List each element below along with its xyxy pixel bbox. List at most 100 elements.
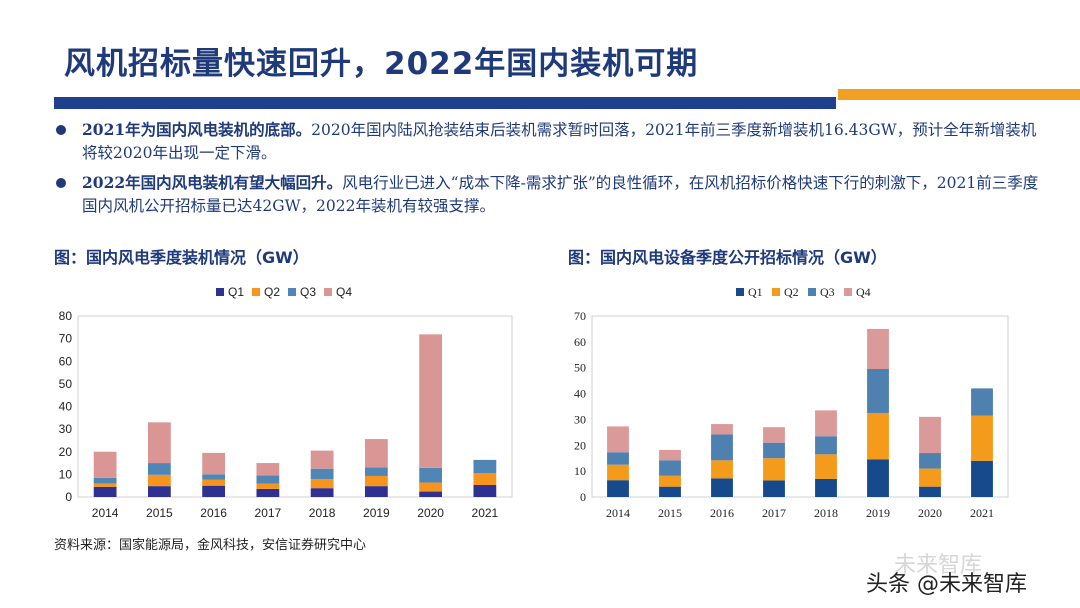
bar-q1-2015	[147, 486, 171, 497]
bar-q1-2017	[763, 480, 785, 497]
y-tick-label: 70	[59, 332, 73, 346]
bar-q4-2020	[919, 416, 941, 454]
bar-q1-2018	[310, 488, 334, 497]
y-tick-label: 60	[59, 354, 73, 368]
legend-swatch-q2	[252, 288, 260, 296]
bar-q3-2017	[256, 475, 280, 484]
x-tick-label: 2016	[710, 506, 734, 520]
bullet-list: 2021年为国内风电装机的底部。2020年国内陆风抢装结束后装机需求暂时回落，2…	[54, 118, 1044, 224]
chart-installations-svg: 0 10 20 30 40 50 60 70 80 2014 2015 2016 2017 2018 201…	[59, 285, 513, 520]
bar-q3-2020	[419, 467, 443, 483]
source-note: 资料来源：国家能源局，金风科技，安信证券研究中心	[54, 538, 367, 553]
x-tick-label: 2018	[309, 506, 336, 520]
bar-q2-2015	[659, 475, 681, 487]
legend-label-q2: Q2	[264, 285, 280, 299]
bar-q4-2017	[763, 427, 785, 443]
y-tick-label: 40	[59, 400, 73, 414]
y-tick-label: 70	[574, 309, 586, 323]
legend-swatch-q3	[808, 288, 816, 296]
bullet-item: 2022年国内风电装机有望大幅回升。风电行业已进入“成本下降-需求扩张”的良性循…	[54, 171, 1044, 218]
y-tick-label: 60	[574, 335, 586, 349]
chart-title-installations: 图：国内风电季度装机情况（GW）	[54, 248, 309, 267]
y-tick-label: 10	[59, 467, 73, 481]
bar-q3-2016	[711, 434, 733, 461]
bar-q1-2017	[256, 488, 280, 497]
bullet-heading: 2022年国内风电装机有望大幅回升。	[82, 173, 343, 192]
bar-q3-2021	[473, 459, 497, 474]
bar-q1-2016	[711, 478, 733, 497]
bar-q2-2014	[93, 483, 117, 487]
x-tick-label: 2014	[606, 506, 630, 520]
x-tick-label: 2017	[255, 506, 282, 520]
x-tick-label: 2020	[918, 506, 942, 520]
x-tick-label: 2019	[866, 506, 890, 520]
page-title: 风机招标量快速回升，2022年国内装机可期	[64, 46, 699, 82]
x-tick-label: 2018	[814, 506, 838, 520]
legend-label-q3: Q3	[300, 285, 316, 299]
bar-q4-2014	[93, 451, 117, 478]
plot-area	[77, 315, 513, 498]
bar-q3-2014	[93, 477, 117, 484]
bar-q2-2014	[607, 464, 629, 481]
bar-q3-2018	[310, 468, 334, 480]
bullet-heading: 2021年为国内风电装机的底部。	[82, 120, 312, 139]
y-tick-label: 50	[574, 361, 586, 375]
bar-q4-2019	[867, 328, 889, 370]
y-tick-label: 20	[574, 438, 586, 452]
y-tick-label: 80	[59, 309, 73, 323]
bar-q1-2018	[815, 478, 837, 497]
bar-q2-2021	[971, 415, 993, 461]
legend-swatch-q4	[844, 288, 852, 296]
bar-q2-2020	[419, 482, 443, 492]
x-tick-label: 2021	[472, 506, 499, 520]
plot-area	[591, 315, 1009, 498]
title-underline-orange	[838, 89, 1080, 100]
bar-q3-2021	[971, 388, 993, 416]
y-tick-label: 20	[59, 445, 73, 459]
bar-q4-2016	[711, 424, 733, 435]
y-tick-label: 40	[574, 387, 586, 401]
title-underline-blue	[54, 97, 836, 109]
watermark-credit: 头条 @未来智库	[866, 572, 1027, 597]
bar-q1-2019	[364, 486, 388, 497]
legend-label-q2: Q2	[784, 285, 799, 299]
bar-q3-2017	[763, 442, 785, 459]
legend-swatch-q3	[288, 288, 296, 296]
legend-swatch-q1	[736, 288, 744, 296]
bar-q2-2021	[473, 473, 497, 486]
x-tick-label: 2020	[417, 506, 444, 520]
legend-label-q4: Q4	[856, 285, 871, 299]
legend-label-q1: Q1	[748, 285, 763, 299]
bar-q1-2014	[93, 486, 117, 497]
bar-q4-2017	[256, 463, 280, 476]
x-tick-label: 2015	[658, 506, 682, 520]
bar-q3-2015	[659, 460, 681, 476]
watermark-brand: 未来智库	[894, 553, 983, 578]
bar-q1-2020	[919, 486, 941, 497]
bullet-dot-icon	[56, 178, 66, 188]
bar-q3-2014	[607, 452, 629, 465]
bar-q3-2019	[867, 369, 889, 413]
bar-q2-2020	[919, 468, 941, 487]
bar-q1-2014	[607, 480, 629, 497]
chart-title-tenders: 图：国内风电设备季度公开招标情况（GW）	[568, 248, 887, 267]
bar-q1-2015	[659, 486, 681, 497]
x-tick-label: 2019	[363, 506, 390, 520]
bar-q2-2017	[763, 458, 785, 481]
bar-q2-2018	[815, 454, 837, 479]
y-tick-label: 0	[65, 490, 72, 504]
y-tick-label: 0	[580, 490, 586, 504]
bar-q4-2020	[419, 334, 443, 468]
legend-label-q4: Q4	[336, 285, 352, 299]
bar-q1-2016	[202, 485, 226, 497]
y-tick-label: 10	[574, 464, 586, 478]
bar-q4-2014	[607, 426, 629, 453]
bar-q1-2019	[867, 459, 889, 497]
x-tick-label: 2016	[200, 506, 227, 520]
bar-q3-2020	[919, 453, 941, 469]
x-tick-label: 2015	[146, 506, 173, 520]
bullet-dot-icon	[56, 125, 66, 135]
bar-q3-2015	[147, 463, 171, 475]
bar-q4-2015	[147, 422, 171, 464]
chart-installations: 0 10 20 30 40 50 60 70 80 2014 2015 2016 2017 2018 201…	[40, 276, 540, 532]
